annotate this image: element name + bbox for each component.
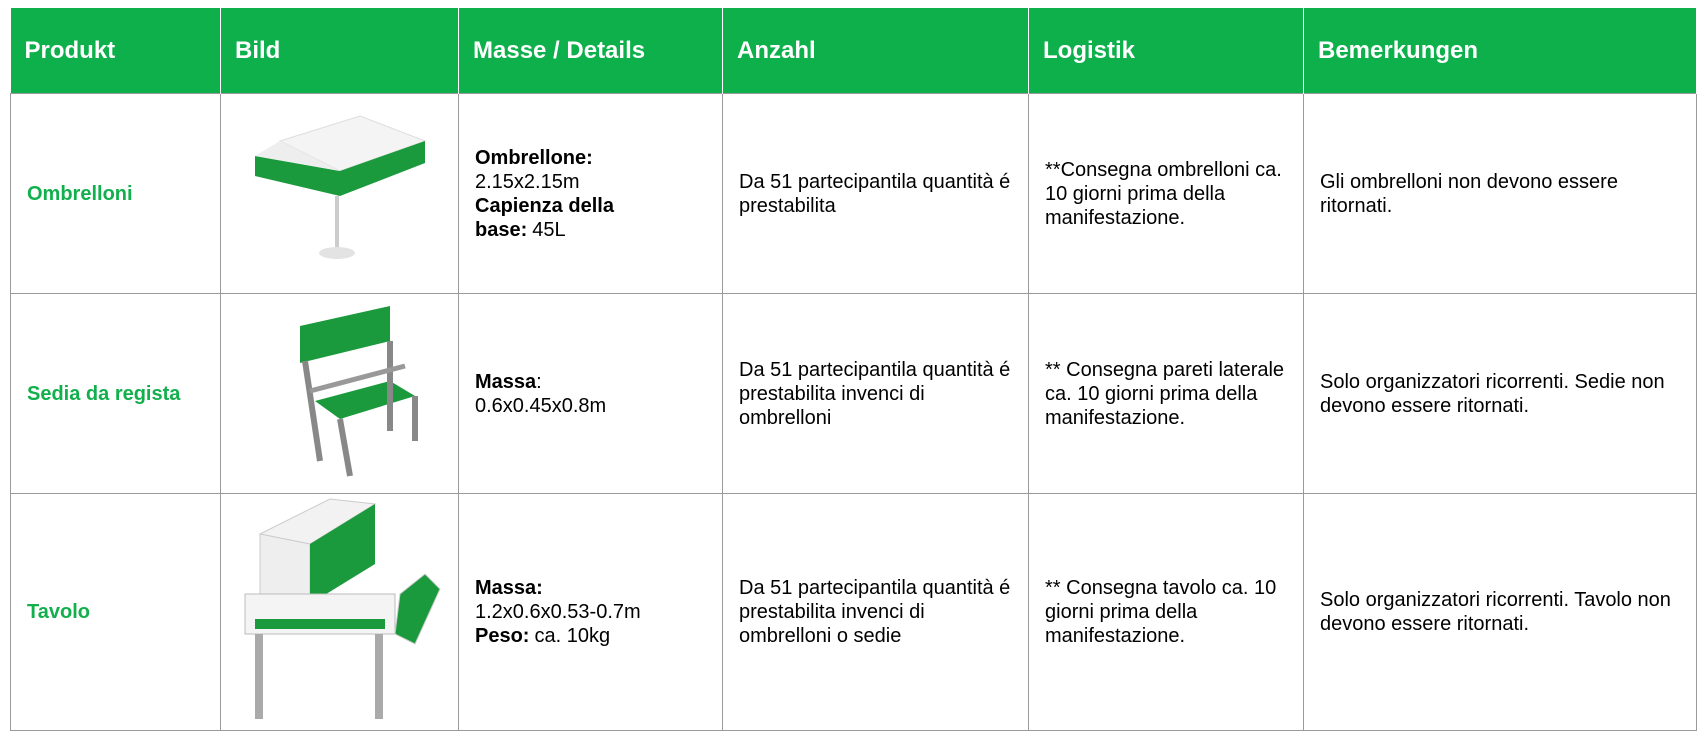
detail-label: Capienza della base:	[475, 194, 614, 241]
product-name: Ombrelloni	[10, 93, 221, 294]
detail-value: 45L	[532, 218, 566, 241]
remarks-cell: Solo organizzatori ricorrenti. Sedie non…	[1303, 293, 1697, 494]
remarks-cell: Gli ombrelloni non devono essere ritorna…	[1303, 93, 1697, 294]
table-row: Sedia da regista Massa: 0.6x0.45x0.8m Da 5…	[10, 293, 1697, 494]
details-cell: Massa: 0.6x0.45x0.8m	[458, 293, 723, 494]
detail-line: Ombrellone:	[475, 146, 708, 170]
detail-label: Massa	[475, 370, 537, 393]
detail-value: 1.2x0.6x0.53-0.7m	[475, 601, 641, 623]
header-cell: Logistik	[1028, 8, 1304, 94]
detail-suffix: :	[536, 370, 542, 393]
image-cell	[220, 293, 459, 494]
product-name: Sedia da regista	[10, 293, 221, 494]
header-cell: Masse / Details	[458, 8, 723, 94]
remarks-cell: Solo organizzatori ricorrenti. Tavolo no…	[1303, 493, 1697, 731]
image-cell	[220, 93, 459, 294]
chair-image	[299, 305, 418, 477]
logistics-cell: ** Consegna pareti laterale ca. 10 giorn…	[1028, 293, 1304, 494]
detail-label: Ombrellone:	[475, 146, 593, 169]
quantity-cell: Da 51 partecipantila quantità é prestabi…	[722, 293, 1029, 494]
logistics-cell: **Consegna ombrelloni ca. 10 giorni prim…	[1028, 93, 1304, 294]
table-row: Tavolo Massa: 1.2x0.6x0.53-0.7m Peso: ca. 1…	[10, 493, 1697, 731]
product-name: Tavolo	[10, 493, 221, 731]
detail-value: 0.6x0.45x0.8m	[475, 394, 607, 417]
logistics-cell: ** Consegna tavolo ca. 10 giorni prima d…	[1028, 493, 1304, 731]
detail-line: 2.15x2.15m	[475, 170, 708, 194]
detail-label: Massa:	[475, 577, 543, 599]
product-table: Produkt Bild Masse / Details Anzahl Logi…	[10, 8, 1697, 731]
header-cell: Produkt	[10, 8, 221, 94]
details-cell: Ombrellone: 2.15x2.15m Capienza della base…	[458, 93, 723, 294]
table-row: Ombrelloni Ombrellone: 2.15x2.15m Capienza…	[10, 93, 1697, 294]
detail-label: Peso:	[475, 625, 530, 647]
detail-line: Capienza della base: 45L	[475, 194, 708, 242]
table-image	[244, 498, 441, 719]
table-body: Ombrelloni Ombrellone: 2.15x2.15m Capienza…	[10, 93, 1697, 731]
header-cell: Anzahl	[722, 8, 1029, 94]
detail-line: 0.6x0.45x0.8m	[475, 394, 708, 418]
detail-value: ca. 10kg	[534, 625, 611, 647]
quantity-cell: Da 51 partecipantila quantità é prestabi…	[722, 493, 1029, 731]
quantity-cell: Da 51 partecipantila quantità é prestabi…	[722, 93, 1029, 294]
header-cell: Bemerkungen	[1303, 8, 1697, 94]
detail-line: 1.2x0.6x0.53-0.7m	[475, 600, 708, 624]
detail-line: Massa:	[475, 576, 708, 600]
detail-value: 2.15x2.15m	[475, 170, 580, 193]
details-cell: Massa: 1.2x0.6x0.53-0.7m Peso: ca. 10kg	[458, 493, 723, 731]
detail-line: Peso: ca. 10kg	[475, 624, 708, 648]
detail-line: Massa:	[475, 370, 708, 394]
umbrella-image	[254, 114, 426, 259]
header-cell: Bild	[220, 8, 459, 94]
image-cell	[220, 493, 459, 731]
header-row: Produkt Bild Masse / Details Anzahl Logi…	[10, 8, 1697, 94]
